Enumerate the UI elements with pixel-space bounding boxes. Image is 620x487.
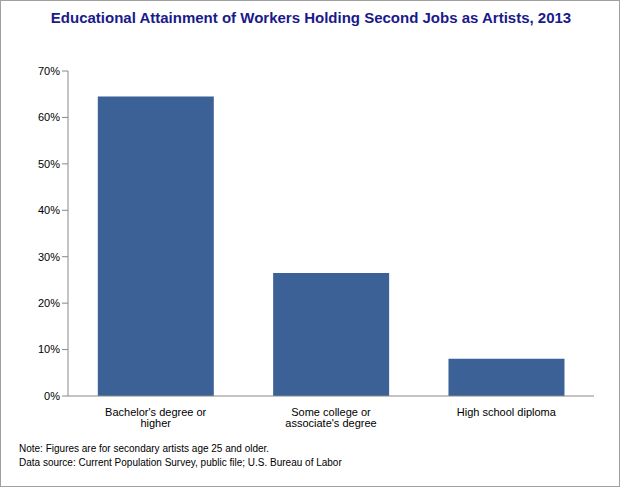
svg-text:50%: 50% (38, 158, 60, 170)
svg-text:High school diploma: High school diploma (457, 406, 557, 418)
svg-text:Bachelor's degree orhigher: Bachelor's degree orhigher (105, 406, 206, 429)
svg-text:10%: 10% (38, 343, 60, 355)
svg-text:40%: 40% (38, 204, 60, 216)
svg-text:60%: 60% (38, 111, 60, 123)
html-text:Note: Figures are for secondar: Note: Figures are for secondary artists … (19, 443, 270, 454)
svg-text:Some college orassociate's deg: Some college orassociate's degree (285, 406, 376, 429)
svg-text:70%: 70% (38, 65, 60, 77)
svg-text:0%: 0% (44, 390, 60, 402)
svg-text:30%: 30% (38, 251, 60, 263)
svg-text:20%: 20% (38, 297, 60, 309)
html-text:Educational Attainment of Work: Educational Attainment of Workers Holdin… (50, 9, 572, 26)
html-text:Data source: Current Populatio: Data source: Current Population Survey, … (19, 457, 342, 468)
